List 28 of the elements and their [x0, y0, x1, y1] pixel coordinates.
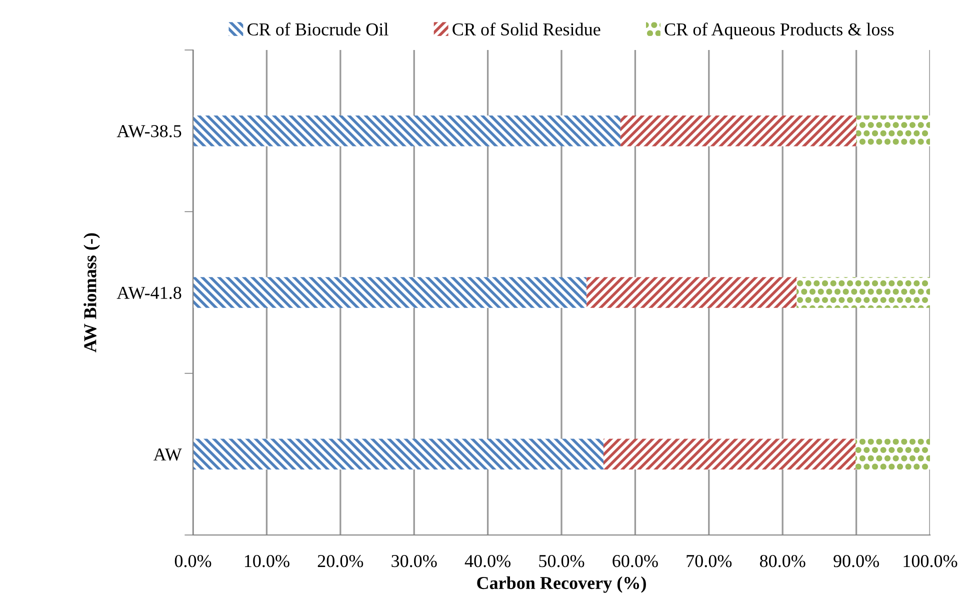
bar	[620, 115, 856, 146]
bar	[604, 438, 856, 470]
x-tick-label: 30.0%	[392, 554, 437, 568]
bar	[856, 438, 930, 470]
x-tick-label: 0.0%	[174, 554, 212, 568]
bar	[193, 277, 587, 308]
bar	[193, 438, 604, 470]
bar	[856, 115, 930, 146]
y-tick-label: AW-38.5	[116, 125, 182, 138]
y-tick-label: AW	[153, 448, 182, 461]
x-tick-label: 60.0%	[612, 554, 658, 568]
x-tick-label: 90.0%	[834, 554, 880, 568]
legend-label: CR of Solid Residue	[452, 22, 600, 36]
bar	[193, 115, 620, 146]
legend-label: CR of Biocrude Oil	[248, 22, 388, 36]
y-tick-label: AW-41.8	[116, 286, 182, 300]
bar	[586, 277, 797, 308]
x-tick-label: 100.0%	[904, 554, 958, 568]
y-axis-title: AW Biomass (-)	[84, 233, 100, 352]
x-tick-label: 20.0%	[318, 554, 364, 568]
x-tick-label: 70.0%	[686, 554, 732, 568]
legend-label: CR of Aqueous Products & loss	[664, 22, 894, 40]
x-tick-label: 50.0%	[539, 554, 584, 568]
x-tick-label: 10.0%	[244, 554, 290, 568]
x-axis-title: Carbon Recovery (%)	[477, 576, 646, 593]
x-tick-label: 40.0%	[464, 554, 511, 568]
bar	[796, 277, 930, 308]
x-tick-label: 80.0%	[760, 554, 806, 568]
